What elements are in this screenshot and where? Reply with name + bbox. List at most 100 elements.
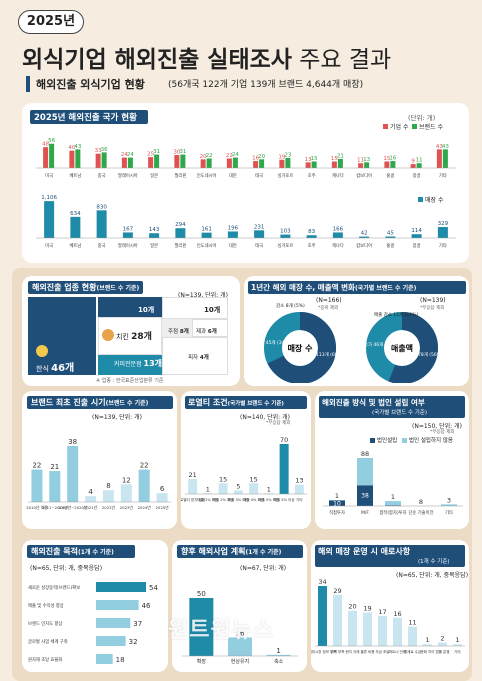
bar-country-companies [410, 164, 416, 168]
bar-country-brands [390, 161, 396, 168]
bar-country-companies [384, 161, 390, 168]
tile-coffee-label: 커피전문점 13개 [114, 358, 162, 369]
entry-bar [85, 496, 97, 502]
chicken-icon [102, 329, 114, 341]
bar-country-label: 31 [179, 149, 186, 155]
tile-pizza-label: 피자 4개 [188, 353, 209, 361]
title-bold: 외식기업 해외진출 실태조사 [22, 47, 292, 73]
method-bar-no [441, 504, 457, 506]
chicken-value: 28개 [131, 332, 152, 342]
bar-country-stores [201, 232, 212, 238]
royalty-value: 5 [236, 482, 240, 490]
legend-no-swatch [402, 438, 407, 443]
entry-tick: 2019년~2020년 [58, 505, 88, 510]
entry-value: 8 [106, 482, 110, 490]
entry-tick: 2021년 [84, 505, 98, 510]
entry-tick: 2023년 [120, 505, 134, 510]
bar-country-companies [43, 147, 49, 168]
purpose-value: 18 [116, 656, 125, 664]
bar-country-stores [306, 235, 317, 238]
bakery-label: 제과 [196, 329, 207, 335]
donut-stores-keep [264, 312, 336, 383]
method-note2: *무응답 제외 [430, 430, 455, 435]
royalty-bar [279, 444, 289, 494]
royalty-bar [264, 493, 274, 494]
legend-stores: 매장 수 [425, 197, 444, 204]
tile-bar [162, 319, 192, 337]
entry-value: 12 [122, 476, 131, 484]
industry-source: ※ 업종 : 한국표준산업분류 기준 [96, 378, 164, 384]
bar-country-label: 24 [232, 152, 239, 158]
bar-label: 주점 [168, 329, 179, 335]
first-entry-card [22, 391, 177, 529]
treemap: 한식 46개 치킨 28개 커피전문점 13개 10개 10개 주점 8개 제과… [28, 297, 228, 375]
royalty-tick: 매출 2% 미만 [213, 497, 235, 502]
bar-country-label: 22 [206, 153, 213, 159]
method-total-label: 3 [447, 496, 451, 504]
tile-a-label: 10개 [138, 306, 155, 314]
difficulty-tick: 원재료 수급 [404, 649, 422, 654]
purpose-value: 32 [129, 638, 138, 646]
purpose-title: 해외진출 목적(1개 수 기준) [31, 546, 114, 557]
bar-country-label: 43 [436, 144, 443, 150]
country-tick-label-2: 싱가포르 [277, 242, 293, 249]
bar-country-companies [95, 153, 101, 168]
bar-country-stores [411, 234, 422, 238]
bar-country-label: 11 [416, 158, 423, 164]
difficulty-bar [438, 642, 447, 646]
difficulty-title: 해외 매장 운영 시 애로사항 [318, 547, 411, 556]
bar-country-label: 40 [68, 145, 75, 151]
difficulty-value: 20 [348, 603, 356, 611]
industry-title-bar [28, 281, 143, 294]
difficulty-value: 19 [363, 604, 371, 612]
title-light: 주요 결과 [299, 47, 392, 73]
country-tick-label-2: 호주 [308, 243, 316, 249]
entry-tick: 2024년 [138, 505, 152, 510]
bar-country-label: 19 [278, 154, 285, 160]
difficulty-value: 17 [378, 608, 386, 616]
bar-country-stores [149, 233, 160, 238]
royalty-bar [203, 493, 213, 494]
difficulty-value: 29 [333, 587, 341, 595]
country-tick-label: 태국 [255, 172, 263, 179]
difficulty-value: 34 [318, 578, 326, 586]
bar-country-stores [70, 216, 81, 238]
country-tick-label: 중국 [98, 173, 106, 179]
purpose-title-bar [27, 545, 135, 558]
purpose-bar [96, 636, 126, 646]
bar-country-label: 20 [200, 154, 207, 160]
donut-stores-center: 매장 수 [288, 343, 314, 353]
left-seg3: 현상유지 113개 (68%) [298, 353, 344, 358]
bar-country-label: 22 [226, 153, 233, 159]
method-total-label: 8 [419, 498, 423, 506]
bar-country-companies [148, 157, 154, 168]
country-tick-label: 싱가포르 [277, 172, 293, 179]
bar-country-stores [332, 232, 343, 238]
difficulty-bar [363, 612, 372, 646]
bar-country-label: 15 [383, 156, 390, 162]
bar-country-brands [285, 158, 291, 168]
method-title: 해외진출 방식 및 법인 설립 여부 [322, 398, 425, 407]
store-change-title-text: 1년간 해외 매장 수, 매출액 변화 [251, 283, 355, 292]
purpose-bar [96, 600, 139, 610]
method-yes-label: 38 [361, 493, 369, 500]
purpose-note: (N=65, 단위: 개, 중복응답) [30, 565, 103, 572]
country-tick-label: 베트남 [69, 172, 81, 179]
donut-stores: 매장 수 [264, 312, 336, 383]
royalty-value: 15 [219, 475, 227, 483]
bar-country-stores [280, 234, 291, 238]
royalty-tick: 매출 5% 미만 [258, 497, 280, 502]
difficulty-bar [348, 610, 357, 646]
bar-country-companies [200, 159, 206, 168]
royalty-value: 21 [188, 471, 196, 479]
royalty-tick: 매출 5% 이상 [274, 497, 296, 502]
royalty-tick: 매출 3% 미만 [228, 497, 250, 502]
plan-note: (N=67, 단위: 개) [240, 565, 287, 572]
plan-title-suffix: (1개 수 기준) [245, 549, 282, 556]
entry-tick: 2025년 [155, 505, 169, 510]
purpose-bar [96, 654, 113, 664]
royalty-card [181, 391, 311, 529]
bar-country-stores-label: 83 [308, 229, 315, 235]
difficulty-tick: 물류 비용 [361, 649, 376, 654]
